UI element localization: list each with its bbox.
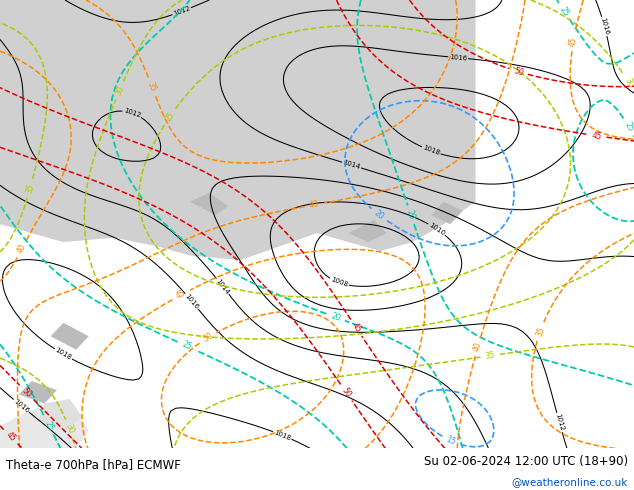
Text: 15: 15 [445, 435, 457, 447]
Text: 1014: 1014 [342, 160, 361, 171]
Text: 45: 45 [568, 36, 579, 47]
Text: 1014: 1014 [215, 277, 231, 295]
Text: 1016: 1016 [184, 293, 200, 310]
Text: 40: 40 [309, 199, 320, 210]
Text: 45: 45 [592, 130, 602, 141]
Text: 35: 35 [484, 350, 496, 361]
Text: 50: 50 [512, 66, 524, 77]
Text: 25: 25 [164, 110, 176, 123]
Text: 40: 40 [16, 242, 28, 255]
Polygon shape [190, 193, 228, 215]
Text: 1010: 1010 [428, 221, 446, 237]
Text: 50: 50 [201, 331, 214, 344]
Text: 40: 40 [472, 341, 484, 352]
Text: 1008: 1008 [330, 277, 349, 289]
Text: 1018: 1018 [273, 429, 292, 441]
Text: 1012: 1012 [123, 107, 141, 119]
Text: 1012: 1012 [554, 413, 565, 432]
Text: 1016: 1016 [13, 398, 30, 414]
Text: 35: 35 [534, 325, 546, 338]
Polygon shape [431, 202, 463, 224]
Polygon shape [0, 404, 89, 448]
Text: Su 02-06-2024 12:00 UTC (18+90): Su 02-06-2024 12:00 UTC (18+90) [424, 455, 628, 468]
Text: 45: 45 [175, 289, 188, 301]
Text: 30: 30 [63, 423, 75, 435]
Polygon shape [349, 220, 387, 242]
Text: 1016: 1016 [599, 17, 610, 36]
Text: 25: 25 [43, 419, 55, 432]
Text: 1016: 1016 [449, 54, 467, 62]
Text: 25: 25 [180, 340, 193, 352]
Text: 50: 50 [340, 386, 353, 399]
Polygon shape [0, 0, 476, 260]
Text: 25: 25 [623, 121, 634, 133]
Text: 45: 45 [350, 321, 363, 334]
Text: 1012: 1012 [172, 5, 191, 17]
Polygon shape [38, 399, 82, 430]
Text: 20: 20 [405, 209, 417, 221]
Text: 30: 30 [113, 84, 126, 97]
Text: 1018: 1018 [422, 145, 441, 157]
Text: 50: 50 [20, 386, 33, 399]
Text: 1018: 1018 [54, 347, 72, 361]
Polygon shape [51, 323, 89, 350]
Text: 45: 45 [4, 430, 17, 443]
Text: Theta-e 700hPa [hPa] ECMWF: Theta-e 700hPa [hPa] ECMWF [6, 458, 181, 471]
Polygon shape [19, 381, 57, 404]
Text: @weatheronline.co.uk: @weatheronline.co.uk [511, 477, 628, 487]
Text: 20: 20 [373, 208, 385, 221]
Text: 25: 25 [558, 5, 571, 18]
Text: 20: 20 [330, 311, 342, 323]
Text: 35: 35 [24, 182, 36, 195]
Text: 35: 35 [146, 80, 158, 93]
Text: 30: 30 [623, 76, 634, 89]
